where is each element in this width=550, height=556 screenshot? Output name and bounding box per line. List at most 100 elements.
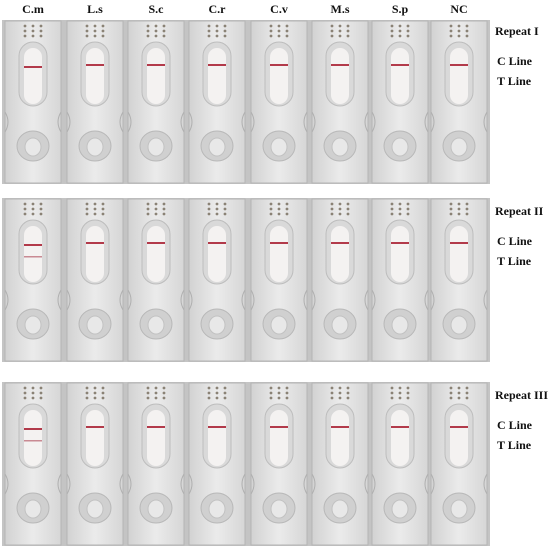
result-window: [208, 226, 226, 282]
strip-dot: [215, 396, 219, 400]
strip-dot: [101, 386, 105, 390]
strip-dot: [101, 207, 105, 211]
strip-dot: [338, 24, 342, 28]
strip-dot: [146, 212, 150, 216]
strip-dot: [31, 29, 35, 33]
strip-dot: [277, 212, 281, 216]
strip-dot: [223, 207, 227, 211]
strip-dot: [457, 396, 461, 400]
strip-dot: [465, 386, 469, 390]
strip-dot: [457, 202, 461, 206]
strip-dot: [146, 24, 150, 28]
strip-dot: [457, 207, 461, 211]
strip-dot: [406, 207, 410, 211]
strip-dot: [101, 391, 105, 395]
strip-dot: [207, 202, 211, 206]
strip-dot: [285, 212, 289, 216]
strip-dot: [154, 24, 158, 28]
strip-dot: [449, 391, 453, 395]
sample-well: [147, 315, 165, 335]
sample-well: [208, 315, 226, 335]
strip-dot: [146, 207, 150, 211]
strip-dot: [390, 396, 394, 400]
strip-dot: [31, 396, 35, 400]
sample-well: [86, 499, 104, 519]
strip-dot: [338, 386, 342, 390]
test-strip: [371, 198, 429, 362]
strip-notch: [250, 473, 308, 495]
sample-well: [331, 315, 349, 335]
strip-dot: [406, 29, 410, 33]
test-strip: [250, 382, 308, 546]
test-strip: [311, 198, 369, 362]
strip-dot: [154, 207, 158, 211]
strip-dot: [101, 212, 105, 216]
strip-dot: [465, 212, 469, 216]
strip-dot: [154, 391, 158, 395]
result-window: [86, 226, 104, 282]
control-line: [450, 426, 468, 428]
strip-dot: [85, 29, 89, 33]
c-line-label: C Line: [497, 54, 533, 68]
strip-dot: [146, 29, 150, 33]
strip-dot: [465, 202, 469, 206]
sample-well: [450, 499, 468, 519]
result-window: [208, 48, 226, 104]
strip-dot: [207, 391, 211, 395]
strip-dot: [101, 24, 105, 28]
strip-dot: [93, 386, 97, 390]
test-strip: [4, 20, 62, 184]
c-line-label: C Line: [497, 234, 533, 248]
column-label: C.r: [209, 2, 227, 16]
result-window: [208, 410, 226, 466]
strip-dot: [93, 24, 97, 28]
strip-notch: [250, 111, 308, 133]
control-line: [147, 426, 165, 428]
strip-dot: [338, 202, 342, 206]
result-window: [391, 226, 409, 282]
test-strip: [430, 198, 488, 362]
test-strip: [127, 382, 185, 546]
control-line: [270, 426, 288, 428]
strip-dot: [207, 29, 211, 33]
strip-dot: [154, 396, 158, 400]
strip-dot: [338, 391, 342, 395]
strip-notch: [430, 473, 488, 495]
strip-dot: [390, 212, 394, 216]
strip-dot: [398, 212, 402, 216]
strip-dot: [154, 29, 158, 33]
sample-well: [391, 315, 409, 335]
strip-dot: [465, 34, 469, 38]
control-line: [331, 426, 349, 428]
strip-dot: [269, 34, 273, 38]
strip-dot: [457, 212, 461, 216]
strip-dot: [406, 34, 410, 38]
strip-dot: [39, 29, 43, 33]
control-line: [86, 426, 104, 428]
strip-dot: [85, 207, 89, 211]
strip-dot: [269, 391, 273, 395]
strip-dot: [39, 24, 43, 28]
sample-well: [24, 137, 42, 157]
strip-dot: [457, 34, 461, 38]
control-line: [270, 242, 288, 244]
sample-well: [147, 499, 165, 519]
strip-dot: [346, 34, 350, 38]
strip-dot: [277, 24, 281, 28]
column-label: NC: [450, 2, 467, 16]
sample-well: [24, 499, 42, 519]
strip-dot: [162, 202, 166, 206]
strip-dot: [223, 391, 227, 395]
strip-dot: [85, 212, 89, 216]
strip-notch: [127, 473, 185, 495]
result-window: [331, 410, 349, 466]
sample-well: [450, 315, 468, 335]
strip-dot: [162, 391, 166, 395]
control-line: [391, 64, 409, 66]
strip-dot: [398, 391, 402, 395]
test-strip: [250, 198, 308, 362]
strip-dot: [285, 396, 289, 400]
strip-dot: [269, 396, 273, 400]
strip-dot: [223, 396, 227, 400]
